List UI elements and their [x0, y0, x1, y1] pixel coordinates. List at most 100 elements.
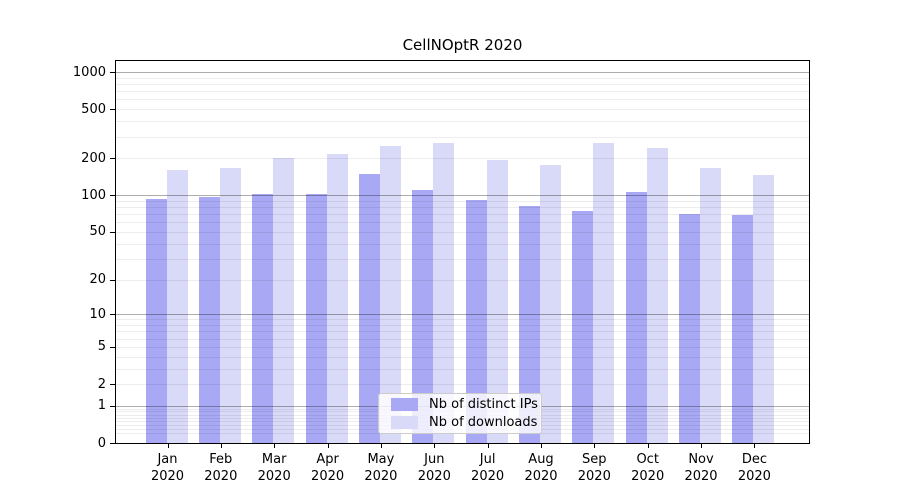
x-tick-label: Jul 2020 [460, 451, 516, 485]
bar-distinct-ips-10 [679, 214, 700, 443]
y-tick-label: 5 [97, 339, 106, 355]
bar-downloads-10 [700, 167, 721, 443]
bar-downloads-4 [379, 145, 401, 443]
x-tick-mark [541, 444, 542, 448]
y-tick-mark [110, 346, 115, 348]
legend: Nb of distinct IPs Nb of downloads [378, 393, 542, 434]
y-tick-label: 500 [81, 101, 106, 117]
y-tick-mark [110, 158, 115, 160]
x-tick-mark [220, 444, 222, 448]
x-tick-label: Nov 2020 [673, 451, 729, 485]
bar-downloads-6 [486, 159, 508, 443]
bar-downloads-2 [273, 158, 295, 443]
x-tick-mark [594, 444, 596, 448]
gridline-minor [116, 158, 809, 160]
bar-downloads-11 [753, 174, 775, 443]
bar-downloads-0 [166, 169, 188, 443]
gridline-minor [116, 99, 809, 101]
bar-distinct-ips-3 [305, 193, 327, 443]
x-tick-mark [167, 444, 169, 448]
x-tick-label: Oct 2020 [620, 451, 676, 485]
x-tick-label: Mar 2020 [246, 451, 302, 485]
x-tick-label-year: 2020 [311, 469, 345, 484]
x-tick-label: Aug 2020 [513, 451, 569, 485]
chart-title: CellNOptR 2020 [402, 36, 523, 54]
y-tick-label: 0 [97, 435, 106, 451]
x-tick-label-year: 2020 [737, 469, 771, 484]
y-tick-mark [110, 72, 115, 73]
bar-distinct-ips-8 [572, 211, 594, 443]
y-tick-label: 50 [89, 224, 106, 240]
y-tick-mark [110, 443, 115, 444]
x-tick-mark [327, 444, 329, 448]
x-tick-label: Sep 2020 [566, 451, 622, 485]
x-tick-mark [434, 444, 436, 448]
x-tick-label: Jan 2020 [140, 451, 196, 485]
legend-swatch-downloads [391, 416, 418, 429]
y-tick-mark [110, 314, 115, 316]
bar-downloads-8 [593, 142, 615, 443]
x-tick-label: Feb 2020 [193, 451, 249, 485]
plot-area [115, 60, 810, 444]
x-tick-mark [754, 444, 756, 448]
bar-distinct-ips-6 [465, 200, 487, 443]
y-tick-mark [110, 195, 115, 197]
x-tick-label-year: 2020 [471, 469, 505, 484]
bar-downloads-7 [539, 165, 561, 443]
x-tick-mark [274, 444, 276, 448]
y-tick-mark [110, 384, 115, 385]
y-tick-label: 1000 [72, 64, 106, 80]
y-tick-label: 20 [89, 272, 106, 287]
gridline-major [116, 72, 809, 73]
bar-distinct-ips-1 [198, 197, 220, 443]
bar-distinct-ips-2 [252, 194, 274, 443]
x-tick-label-year: 2020 [150, 469, 185, 484]
bar-downloads-9 [646, 147, 668, 443]
bar-distinct-ips-9 [625, 191, 647, 443]
bar-distinct-ips-5 [412, 189, 434, 443]
gridline-minor [116, 77, 809, 79]
x-tick-mark [647, 444, 649, 448]
gridline-minor [116, 109, 809, 111]
bar-distinct-ips-4 [358, 174, 380, 443]
bar-distinct-ips-7 [518, 205, 540, 443]
y-tick-label: 2 [97, 376, 106, 392]
y-tick-mark [110, 231, 115, 233]
legend-label-downloads: Nb of downloads [429, 414, 538, 430]
gridline-minor [116, 91, 809, 93]
x-tick-label-year: 2020 [364, 469, 398, 484]
gridline-minor [116, 121, 809, 123]
legend-item-downloads: Nb of downloads [387, 415, 537, 430]
bar-distinct-ips-0 [145, 198, 167, 443]
bar-distinct-ips-11 [732, 214, 754, 443]
y-tick-mark [110, 405, 115, 407]
x-tick-mark [380, 444, 382, 448]
x-tick-label-year: 2020 [684, 469, 718, 484]
x-tick-label-year: 2020 [204, 469, 238, 484]
x-tick-mark [487, 444, 489, 448]
y-tick-label: 10 [89, 306, 106, 322]
gridline-minor [116, 84, 809, 85]
y-tick-label: 100 [81, 187, 106, 203]
bar-downloads-3 [326, 153, 348, 443]
x-tick-label: Jun 2020 [406, 451, 462, 485]
x-tick-mark [701, 444, 702, 448]
x-tick-label-year: 2020 [257, 469, 291, 484]
x-tick-label: May 2020 [353, 451, 409, 485]
legend-label-distinct-ips: Nb of distinct IPs [429, 396, 538, 412]
y-tick-mark [110, 109, 115, 111]
legend-swatch-distinct-ips [391, 398, 418, 411]
x-tick-label-year: 2020 [524, 469, 558, 484]
y-tick-label: 1 [97, 398, 106, 414]
legend-item-distinct-ips: Nb of distinct IPs [387, 397, 538, 412]
bar-downloads-5 [433, 143, 455, 443]
x-tick-label-year: 2020 [417, 469, 451, 484]
x-tick-label-year: 2020 [631, 469, 665, 484]
x-tick-label-year: 2020 [577, 469, 611, 484]
gridline-minor [116, 136, 809, 138]
y-tick-mark [110, 279, 115, 281]
x-tick-label: Apr 2020 [300, 451, 356, 485]
y-tick-label: 200 [81, 150, 106, 166]
bar-downloads-1 [219, 167, 241, 443]
